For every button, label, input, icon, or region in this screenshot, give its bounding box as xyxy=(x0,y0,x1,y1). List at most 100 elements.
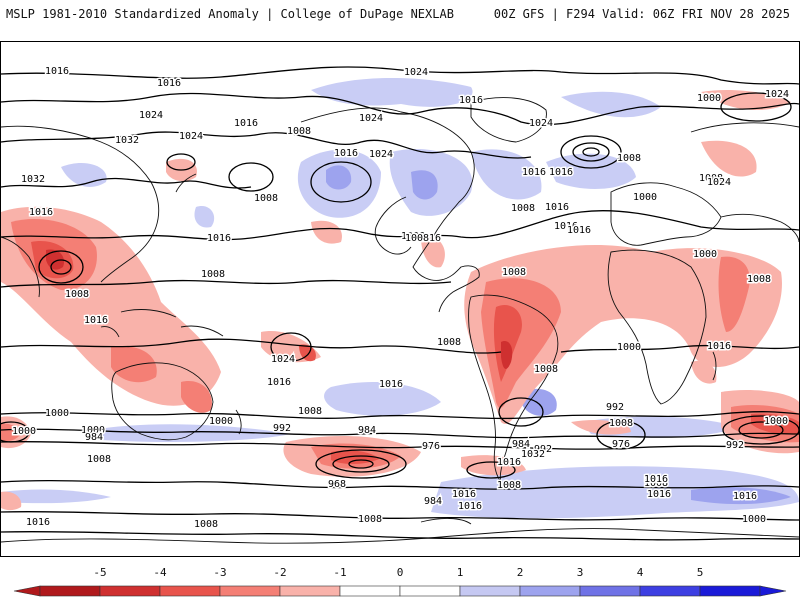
coastline-north-america xyxy=(374,196,412,255)
colorbar-swatch xyxy=(699,585,761,597)
isobar-label: 1000 xyxy=(693,249,717,260)
isobar-label: 1008 xyxy=(358,514,382,525)
anomaly-negative xyxy=(311,220,342,244)
isobar-label: 1024 xyxy=(179,131,203,142)
isobar-line xyxy=(1,440,799,450)
isobar-label: 1016 xyxy=(522,167,546,178)
isobar-label: 1008 xyxy=(534,364,558,375)
isobar-line xyxy=(1,338,502,354)
isobar-label: 1016 xyxy=(26,517,50,528)
isobar-label: 1008 xyxy=(254,193,278,204)
isobar-label: 984 xyxy=(512,439,530,450)
isobar-label: 1008 xyxy=(401,231,425,242)
coastline-madagascar xyxy=(712,351,717,381)
isobar-label: 1008 xyxy=(194,519,218,530)
colorbar-swatch xyxy=(519,585,581,597)
isobar-label: 1024 xyxy=(404,67,428,78)
isobar-line xyxy=(1,411,799,420)
colorbar-tick-labels: -5 -4 -3 -2 -1 0 1 2 3 4 5 xyxy=(0,566,800,580)
anomaly-positive xyxy=(411,170,438,200)
isobar-line xyxy=(1,530,799,541)
isobar-label: 1016 xyxy=(545,202,569,213)
colorbar-swatch xyxy=(579,585,641,597)
anomaly-negative xyxy=(46,249,65,270)
anomaly-negative xyxy=(299,344,316,362)
isobar-closed xyxy=(498,397,544,427)
anomaly-negative xyxy=(501,341,513,369)
colorbar-tick-label: 3 xyxy=(576,566,584,579)
isobar-line xyxy=(1,131,532,159)
colorbar-tick-label: 0 xyxy=(396,566,404,579)
colorbar-arrow-max xyxy=(759,585,787,597)
colorbar-tick-label: 4 xyxy=(636,566,644,579)
isobar-label: 992 xyxy=(273,423,291,434)
anomaly-positive xyxy=(691,487,791,505)
isobar-label: 976 xyxy=(612,439,630,450)
isobar-label: 1016 xyxy=(334,148,358,159)
coastline-greenland xyxy=(470,97,547,143)
isobar-closed xyxy=(1,421,30,443)
anomaly-positive xyxy=(561,91,661,118)
coastline-south-america xyxy=(468,294,559,483)
isobar-label: 1000 xyxy=(617,342,641,353)
isobar-label: 1008 xyxy=(201,269,225,280)
isobar-label: 1000 xyxy=(697,93,721,104)
isobar-label: 1008 xyxy=(502,267,526,278)
anomaly-positive xyxy=(324,382,441,416)
colorbar-swatch xyxy=(459,585,521,597)
isobar-label: 1032 xyxy=(21,174,45,185)
anomaly-negative xyxy=(1,491,22,511)
isobar-label: 1024 xyxy=(369,149,393,160)
isobar-line xyxy=(1,66,799,85)
colorbar-tick-label: -4 xyxy=(153,566,167,579)
isobar-label: 1016 xyxy=(458,501,482,512)
colorbar: -5 -4 -3 -2 -1 0 1 2 3 4 5 xyxy=(0,566,800,600)
isobar-label: 1016 xyxy=(459,95,483,106)
isobar-label: 1000 xyxy=(209,416,233,427)
isobar-label: 1016 xyxy=(84,315,108,326)
isobar-line xyxy=(1,428,799,439)
coastline-africa xyxy=(607,249,707,405)
isobar-label: 984 xyxy=(85,432,103,443)
isobar-closed xyxy=(166,153,196,171)
isobar-label: 1008 xyxy=(437,337,461,348)
anomaly-negative xyxy=(701,90,791,111)
colorbar-swatch xyxy=(219,585,281,597)
coastline-europe xyxy=(610,182,722,246)
isobar-label: 1008 xyxy=(699,173,723,184)
isobar-label: 984 xyxy=(358,425,376,436)
isobar-label: 1016 xyxy=(644,474,668,485)
isobar-label: 1008 xyxy=(609,418,633,429)
isobar-label: 1016 xyxy=(379,379,403,390)
map-panel: 1016 1016 1024 1016 1024 1032 1024 1016 1008 1024… xyxy=(0,41,800,557)
isobar-label: 1000 xyxy=(45,408,69,419)
isobar-label: 1016 xyxy=(157,78,181,89)
isobar-line xyxy=(1,510,799,521)
coastline-north-america xyxy=(300,107,480,313)
chart-title: MSLP 1981-2010 Standardized Anomaly | Co… xyxy=(6,7,454,21)
coastlines xyxy=(1,97,799,544)
isobar-closed xyxy=(310,161,372,203)
isobar-label: 1008 xyxy=(298,406,322,417)
colorbar-swatch xyxy=(399,585,461,597)
isobar-label: 1008 xyxy=(405,233,429,244)
coastline-indonesia xyxy=(100,309,224,338)
isobar-label: 1008 xyxy=(644,478,668,489)
isobar-label: 984 xyxy=(424,496,442,507)
isobar-label: 1016 xyxy=(452,489,476,500)
anomaly-positive xyxy=(311,77,473,107)
isobar-label: 1008 xyxy=(747,274,771,285)
isobar-line xyxy=(1,279,452,288)
isobar-label: 1016 xyxy=(29,207,53,218)
isobar-label: 1016 xyxy=(647,489,671,500)
isobar-label: 1032 xyxy=(521,449,545,460)
isobar-line xyxy=(1,479,799,490)
colorbar-swatch xyxy=(639,585,701,597)
isobar-label: 1024 xyxy=(359,113,383,124)
colorbar-tick-label: -2 xyxy=(273,566,287,579)
isobar-closed xyxy=(270,332,312,362)
isobar-label: 992 xyxy=(534,444,552,455)
colorbar-arrow-min xyxy=(13,585,41,597)
isobar-label: 1024 xyxy=(271,354,295,365)
anomaly-positive xyxy=(431,466,799,519)
